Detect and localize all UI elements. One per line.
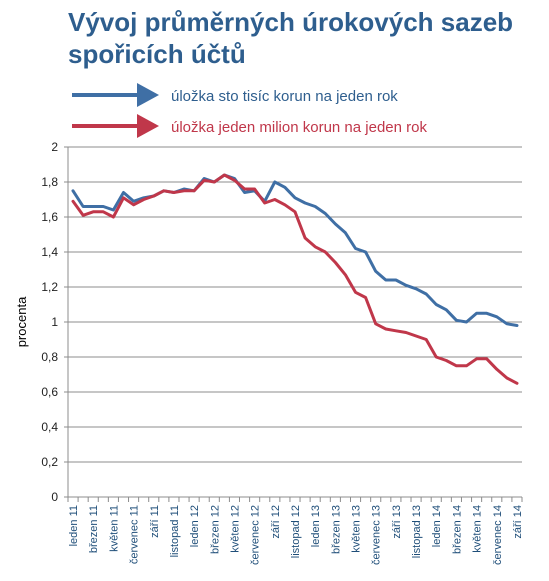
y-tick-label: 1	[51, 315, 58, 329]
y-tick-label: 0,6	[41, 385, 58, 399]
x-tick-label: červenec 11	[129, 505, 141, 564]
x-tick-label: leden 12	[189, 505, 201, 547]
x-tick-label: březen 14	[451, 505, 463, 554]
grid	[68, 146, 522, 463]
x-tick-label: listopad 13	[411, 505, 423, 558]
x-tick-label: září 14	[512, 505, 524, 539]
y-tick-label: 2	[51, 140, 58, 154]
series-lines	[71, 173, 519, 385]
x-tick-label: květen 12	[229, 505, 241, 553]
y-tick-label: 1,8	[41, 175, 58, 189]
x-tick-label: březen 12	[209, 505, 221, 554]
y-tick-label: 1,2	[41, 280, 58, 294]
y-axis-label: procenta	[14, 296, 29, 347]
x-tick-label: září 12	[270, 505, 282, 539]
y-tick-label: 0,8	[41, 350, 58, 364]
y-tick-label: 0,4	[41, 420, 58, 434]
x-tick-label: leden 11	[68, 505, 80, 546]
legend-label-series-2: úložka jeden milion korun na jeden rok	[171, 119, 427, 136]
legend-arrowhead-series-2	[137, 114, 159, 138]
x-tick-label: červenec 13	[371, 505, 383, 565]
x-tick-label: březen 13	[330, 505, 342, 554]
legend-arrowhead-series-1	[137, 83, 159, 107]
x-tick-label: září 13	[391, 505, 403, 539]
y-tick-label: 0	[51, 490, 58, 504]
legend-label-series-1: úložka sto tisíc korun na jeden rok	[171, 88, 398, 105]
x-tick-label: červenec 14	[492, 505, 504, 565]
x-tick-label: listopad 12	[290, 505, 302, 558]
y-tick-label: 1,4	[41, 245, 58, 259]
x-tick-label: březen 11	[88, 505, 100, 553]
x-tick-label: září 11	[149, 505, 161, 538]
series-line-2	[71, 173, 519, 385]
x-tick-label: leden 13	[310, 505, 322, 547]
x-tick-label: červenec 12	[250, 505, 262, 565]
x-tick-label: květen 13	[351, 505, 363, 553]
chart-title: Vývoj průměrných úrokových sazeb spořicí…	[68, 7, 514, 69]
y-tick-label: 1,6	[41, 210, 58, 224]
legend: úložka sto tisíc korun na jeden rok úlož…	[72, 83, 427, 138]
x-tick-label: leden 14	[431, 505, 443, 547]
x-axis-ticks: leden 11 březen 11 květen 11 červenec 11 zář…	[67, 497, 524, 565]
x-tick-label: květen 11	[108, 505, 120, 552]
x-tick-label: květen 14	[472, 505, 484, 553]
x-tick-label: listopad 11	[169, 505, 181, 557]
legend-item-series-1: úložka sto tisíc korun na jeden rok	[72, 83, 398, 107]
legend-item-series-2: úložka jeden milion korun na jeden rok	[72, 114, 427, 138]
y-tick-label: 0,2	[41, 455, 58, 469]
series-line-1	[71, 173, 519, 327]
y-axis-ticks: 0 0,2 0,4 0,6 0,8 1 1,2 1,4 1,6 1,8 2	[41, 140, 68, 504]
